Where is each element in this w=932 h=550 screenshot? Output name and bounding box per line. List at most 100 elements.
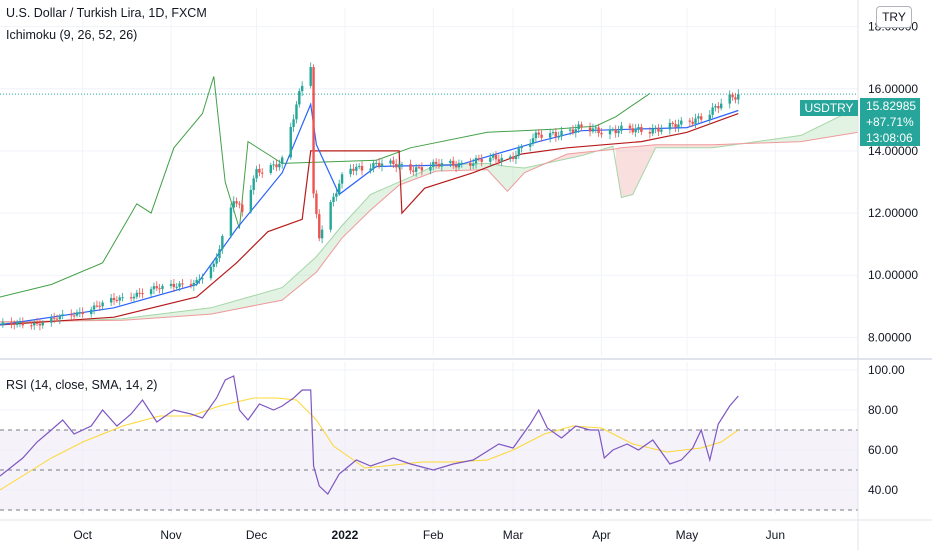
price-tick-label: 8.00000 bbox=[868, 330, 912, 344]
candle-down bbox=[189, 284, 193, 286]
candle-up bbox=[637, 126, 640, 130]
leading-span-b bbox=[0, 131, 859, 323]
candle-up bbox=[471, 163, 475, 166]
candle-up bbox=[58, 315, 62, 320]
rsi-line bbox=[0, 375, 739, 495]
candle-up bbox=[169, 283, 173, 286]
candle-down bbox=[412, 170, 415, 172]
candle-up bbox=[528, 143, 532, 147]
candle-down bbox=[434, 161, 438, 164]
candle-down bbox=[631, 128, 635, 133]
candle-down bbox=[640, 126, 643, 133]
candle-up bbox=[209, 266, 213, 279]
price-tick-label: 10.00000 bbox=[868, 268, 918, 282]
candle-down bbox=[588, 127, 592, 132]
candle-up bbox=[429, 166, 432, 171]
candle-up bbox=[18, 322, 22, 324]
candle-up bbox=[677, 124, 680, 128]
indicator-label[interactable]: Ichimoku (9, 26, 52, 26) bbox=[6, 28, 138, 42]
rsi-label[interactable]: RSI (14, close, SMA, 14, 2) bbox=[6, 378, 158, 392]
candle-down bbox=[258, 168, 261, 173]
ichimoku-lines bbox=[0, 76, 858, 326]
cloud-bullish bbox=[744, 107, 858, 144]
time-tick-label: Oct bbox=[73, 528, 92, 542]
candle-up bbox=[221, 236, 224, 250]
candle-down bbox=[172, 283, 176, 288]
candle-down bbox=[691, 121, 694, 124]
candle-up bbox=[135, 292, 139, 297]
change-percent: +87.71% bbox=[866, 115, 914, 129]
candle-up bbox=[651, 128, 654, 134]
candle-down bbox=[275, 164, 278, 168]
candle-down bbox=[21, 322, 25, 326]
candle-up bbox=[175, 286, 178, 288]
candle-up bbox=[218, 249, 221, 259]
currency-button[interactable]: TRY bbox=[876, 6, 912, 28]
candle-down bbox=[38, 323, 42, 326]
candle-up bbox=[548, 133, 552, 138]
candle-up bbox=[90, 309, 93, 315]
candle-down bbox=[537, 132, 540, 135]
rsi-tick-label: 60.00 bbox=[868, 443, 898, 457]
time-tick-label: 2022 bbox=[332, 528, 359, 542]
candle-up bbox=[668, 122, 672, 130]
candle-down bbox=[469, 162, 472, 166]
candle-down bbox=[95, 305, 99, 307]
candle-up bbox=[61, 314, 64, 316]
candle-up bbox=[460, 162, 463, 164]
candle-up bbox=[232, 201, 235, 208]
candle-up bbox=[1, 322, 5, 325]
candle-up bbox=[397, 164, 401, 168]
price-tick-label: 14.00000 bbox=[868, 144, 918, 158]
candle-up bbox=[269, 165, 272, 173]
candle-down bbox=[688, 120, 692, 122]
candle-down bbox=[734, 97, 737, 100]
candle-up bbox=[514, 155, 518, 160]
candle-up bbox=[728, 94, 731, 104]
candle-down bbox=[717, 106, 720, 109]
candle-up bbox=[611, 129, 615, 131]
candle-down bbox=[420, 167, 424, 171]
candle-up bbox=[249, 189, 253, 212]
candle-down bbox=[238, 203, 241, 205]
last-price-label: 15.82985 +87.71% 13:08:06 bbox=[860, 98, 920, 146]
lagging-span bbox=[0, 76, 651, 298]
candle-down bbox=[158, 288, 161, 290]
price-tick-label: 16.00000 bbox=[868, 82, 918, 96]
candle-down bbox=[115, 300, 119, 302]
candle-down bbox=[129, 297, 133, 299]
candle-up bbox=[289, 127, 292, 158]
candle-up bbox=[568, 129, 572, 131]
candle-up bbox=[329, 202, 332, 230]
candle-up bbox=[711, 107, 714, 115]
candle-up bbox=[634, 129, 637, 133]
candle-down bbox=[540, 134, 543, 138]
candle-down bbox=[241, 204, 244, 212]
time-tick-label: Mar bbox=[503, 528, 524, 542]
candle-up bbox=[694, 118, 697, 124]
candle-up bbox=[280, 157, 284, 164]
candle-up bbox=[33, 322, 36, 326]
candle-up bbox=[737, 94, 740, 100]
candle-up bbox=[369, 168, 372, 171]
candle-up bbox=[489, 157, 492, 162]
candle-down bbox=[98, 305, 101, 307]
candle-down bbox=[417, 167, 421, 169]
candle-up bbox=[531, 138, 535, 144]
symbol-price-tag: USDTRY bbox=[800, 100, 858, 116]
candle-up bbox=[298, 91, 301, 105]
candle-up bbox=[474, 157, 478, 164]
candle-up bbox=[292, 119, 295, 128]
candle-up bbox=[229, 207, 233, 237]
candle-up bbox=[551, 132, 555, 134]
candle-up bbox=[109, 297, 113, 303]
conversion-line bbox=[0, 102, 739, 326]
candle-up bbox=[574, 129, 578, 133]
candle-up bbox=[517, 148, 520, 156]
candle-up bbox=[594, 127, 597, 129]
candle-up bbox=[320, 229, 324, 239]
candle-up bbox=[440, 163, 444, 167]
leading-span-a bbox=[0, 106, 859, 324]
candle-up bbox=[50, 317, 53, 323]
